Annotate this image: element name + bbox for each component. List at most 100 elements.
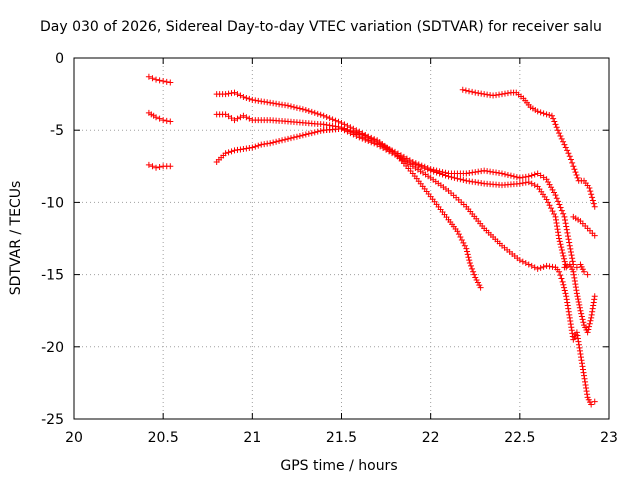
- data-point: [586, 320, 593, 327]
- data-point: [590, 299, 597, 306]
- data-point: [560, 252, 567, 259]
- data-point: [464, 248, 471, 255]
- data-point: [308, 130, 315, 137]
- data-point: [293, 104, 300, 111]
- data-point: [299, 106, 306, 113]
- data-point: [571, 274, 578, 281]
- data-point: [534, 108, 541, 115]
- data-point: [564, 147, 571, 154]
- data-point: [584, 329, 591, 336]
- data-point: [556, 238, 563, 245]
- data-point: [454, 175, 461, 182]
- data-point: [576, 347, 583, 354]
- x-tick-label: 20.5: [148, 430, 179, 446]
- data-point: [573, 329, 580, 336]
- data-point: [469, 265, 476, 272]
- data-point: [563, 293, 570, 300]
- data-point: [550, 115, 557, 122]
- data-point: [548, 112, 555, 119]
- data-point: [473, 277, 480, 284]
- data-point: [554, 223, 561, 230]
- data-point: [564, 302, 571, 309]
- y-tick-label: -10: [41, 195, 64, 211]
- x-tick-label: 22.5: [504, 430, 535, 446]
- data-point: [566, 314, 573, 321]
- data-point: [554, 226, 561, 233]
- data-point: [317, 127, 324, 134]
- data-point: [296, 132, 303, 139]
- data-point: [528, 172, 535, 179]
- data-point: [225, 149, 232, 156]
- data-point: [415, 161, 422, 168]
- data-point: [580, 366, 587, 373]
- x-tick-label: 21: [243, 430, 261, 446]
- data-point: [578, 310, 585, 317]
- data-point: [591, 293, 598, 300]
- data-point: [314, 128, 321, 135]
- data-point: [591, 398, 598, 405]
- data-point: [554, 127, 561, 134]
- data-point: [577, 307, 584, 314]
- data-point: [558, 207, 565, 214]
- data-point: [558, 275, 565, 282]
- data-point: [565, 305, 572, 312]
- data-point: [553, 195, 560, 202]
- data-point: [163, 78, 170, 85]
- data-point: [546, 112, 553, 119]
- chart-title: Day 030 of 2026, Sidereal Day-to-day VTE…: [40, 19, 602, 35]
- data-point: [525, 261, 532, 268]
- data-point: [577, 354, 584, 361]
- data-point: [287, 103, 294, 110]
- data-point: [467, 262, 474, 269]
- data-point: [240, 112, 247, 119]
- data-point: [571, 277, 578, 284]
- data-point: [463, 245, 470, 252]
- data-point: [561, 255, 568, 262]
- data-point: [563, 296, 570, 303]
- data-point: [477, 284, 484, 291]
- data-point: [586, 323, 593, 330]
- data-point: [558, 247, 565, 254]
- data-point: [559, 278, 566, 285]
- data-point: [588, 401, 595, 408]
- data-point: [323, 113, 330, 120]
- data-point: [567, 318, 574, 325]
- data-point: [252, 143, 259, 150]
- data-point: [561, 264, 568, 271]
- data-point: [569, 159, 576, 166]
- data-point: [472, 274, 479, 281]
- data-point: [160, 117, 167, 124]
- data-point: [276, 138, 283, 145]
- data-point: [222, 150, 229, 157]
- data-point: [461, 242, 468, 249]
- data-point: [145, 73, 152, 80]
- data-point: [589, 194, 596, 201]
- data-point: [581, 375, 588, 382]
- data-point: [454, 228, 461, 235]
- data-point: [243, 114, 250, 121]
- data-point: [418, 162, 425, 169]
- data-point: [591, 232, 598, 239]
- data-point: [553, 216, 560, 223]
- data-point: [590, 302, 597, 309]
- data-point: [543, 111, 550, 118]
- data-point: [237, 114, 244, 121]
- data-point: [469, 88, 476, 95]
- data-point: [557, 132, 564, 139]
- data-point: [459, 86, 466, 93]
- data-point: [555, 232, 562, 239]
- data-point: [359, 135, 366, 142]
- data-point: [525, 173, 532, 180]
- data-point: [332, 117, 339, 124]
- data-point: [362, 136, 369, 143]
- data-point: [507, 172, 514, 179]
- data-point: [555, 198, 562, 205]
- data-point: [580, 319, 587, 326]
- data-point: [365, 138, 372, 145]
- data-point: [501, 171, 508, 178]
- data-point: [562, 220, 569, 227]
- data-point: [546, 202, 553, 209]
- data-point: [549, 186, 556, 193]
- data-point: [548, 184, 555, 191]
- data-point: [558, 244, 565, 251]
